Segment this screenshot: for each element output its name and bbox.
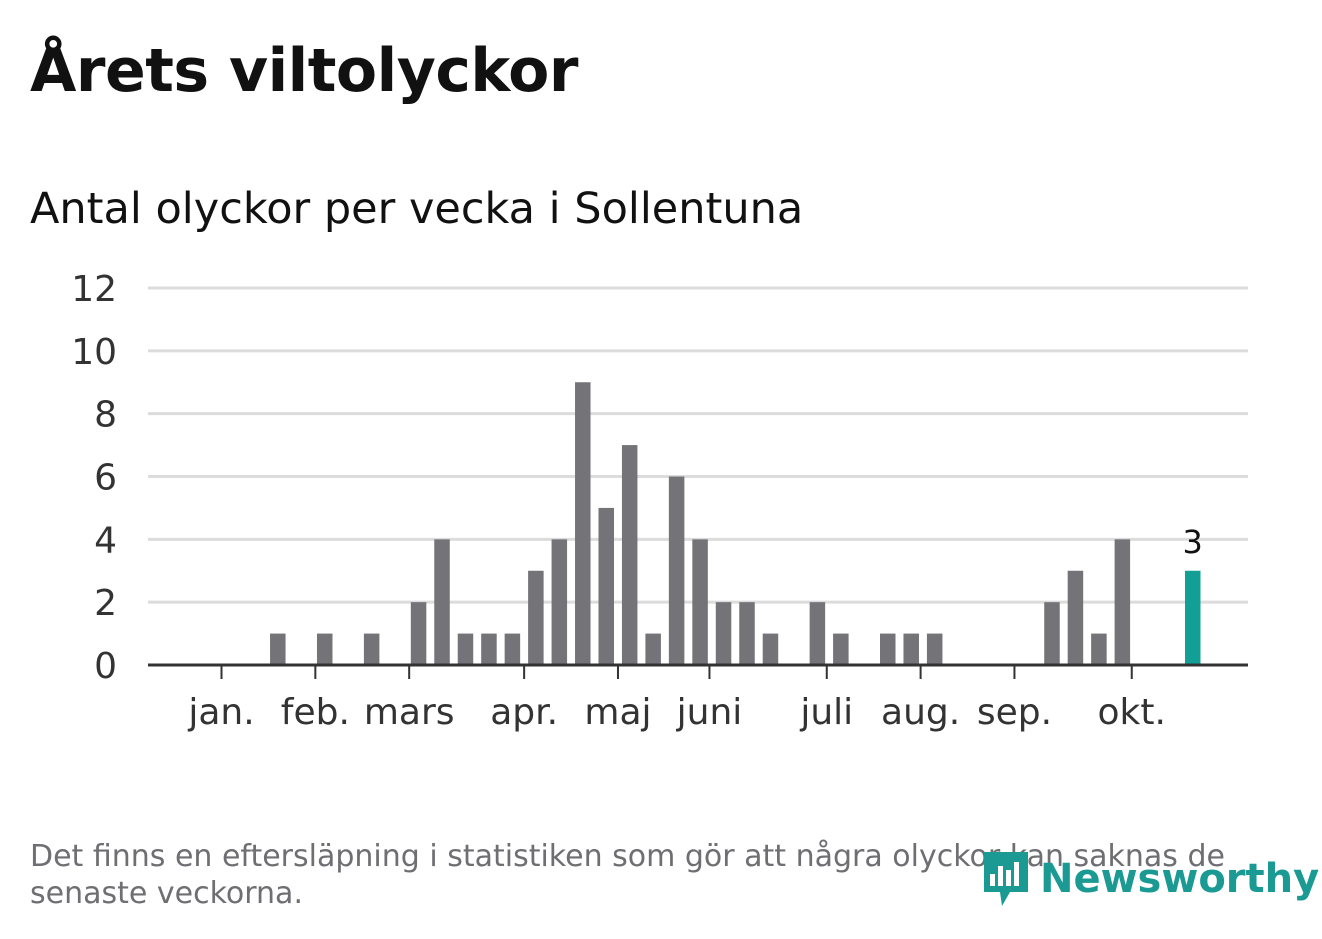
y-tick-label: 0 <box>94 646 117 687</box>
bar <box>692 539 708 665</box>
x-tick-label: juni <box>676 692 743 733</box>
bar <box>1091 633 1107 665</box>
annotations: 3 <box>1183 523 1203 561</box>
logo-text: Newsworthy <box>1040 856 1320 902</box>
y-tick-label: 2 <box>94 583 117 624</box>
bar <box>645 633 661 665</box>
bar <box>410 602 427 665</box>
bar <box>270 633 286 665</box>
y-axis-labels: 0 2 4 6 8 10 12 <box>71 269 117 687</box>
bar <box>504 633 521 665</box>
bar <box>809 602 826 665</box>
x-tick-label: okt. <box>1098 692 1166 733</box>
bar <box>880 633 896 665</box>
y-tick-label: 12 <box>71 269 117 310</box>
bar <box>316 633 333 665</box>
bar <box>833 633 849 665</box>
highlight-value-label: 3 <box>1183 523 1203 561</box>
bar <box>1114 539 1131 665</box>
x-tick-label: apr. <box>490 692 558 733</box>
bar <box>715 602 732 665</box>
x-tick-label: maj <box>584 692 651 733</box>
x-tick-label: aug. <box>881 692 960 733</box>
x-tick-label: feb. <box>281 692 350 733</box>
bar <box>481 633 497 665</box>
bar <box>926 633 943 665</box>
bar <box>1067 570 1084 665</box>
bar <box>762 633 779 665</box>
bar-chart-logo-icon <box>984 852 1028 906</box>
bars <box>270 382 1201 665</box>
bar <box>903 633 919 665</box>
bar <box>363 633 380 665</box>
bar <box>739 602 755 665</box>
x-tick-label: juli <box>799 692 853 733</box>
bar <box>621 445 638 665</box>
x-tick-label: sep. <box>977 692 1052 733</box>
x-tick-label: jan. <box>187 692 254 733</box>
bar <box>551 539 568 665</box>
newsworthy-logo: Newsworthy <box>980 848 1319 910</box>
bar <box>598 507 614 665</box>
y-tick-label: 6 <box>94 458 117 499</box>
x-axis-labels: jan. feb. mars apr. maj juni juli aug. sep. okt. <box>187 692 1166 733</box>
bar <box>575 382 591 665</box>
y-tick-label: 4 <box>94 520 117 561</box>
y-tick-label: 10 <box>71 332 117 373</box>
bar <box>1044 602 1060 665</box>
bar <box>434 539 450 665</box>
x-axis <box>148 663 1248 679</box>
bar-highlight <box>1184 570 1201 665</box>
bar <box>457 633 474 665</box>
chart-subtitle: Antal olyckor per vecka i Sollentuna <box>30 184 804 234</box>
bar <box>528 570 544 665</box>
bar <box>668 476 685 665</box>
y-tick-label: 8 <box>94 395 117 436</box>
x-tick-label: mars <box>364 692 455 733</box>
chart-title: Årets viltolyckor <box>30 36 579 106</box>
